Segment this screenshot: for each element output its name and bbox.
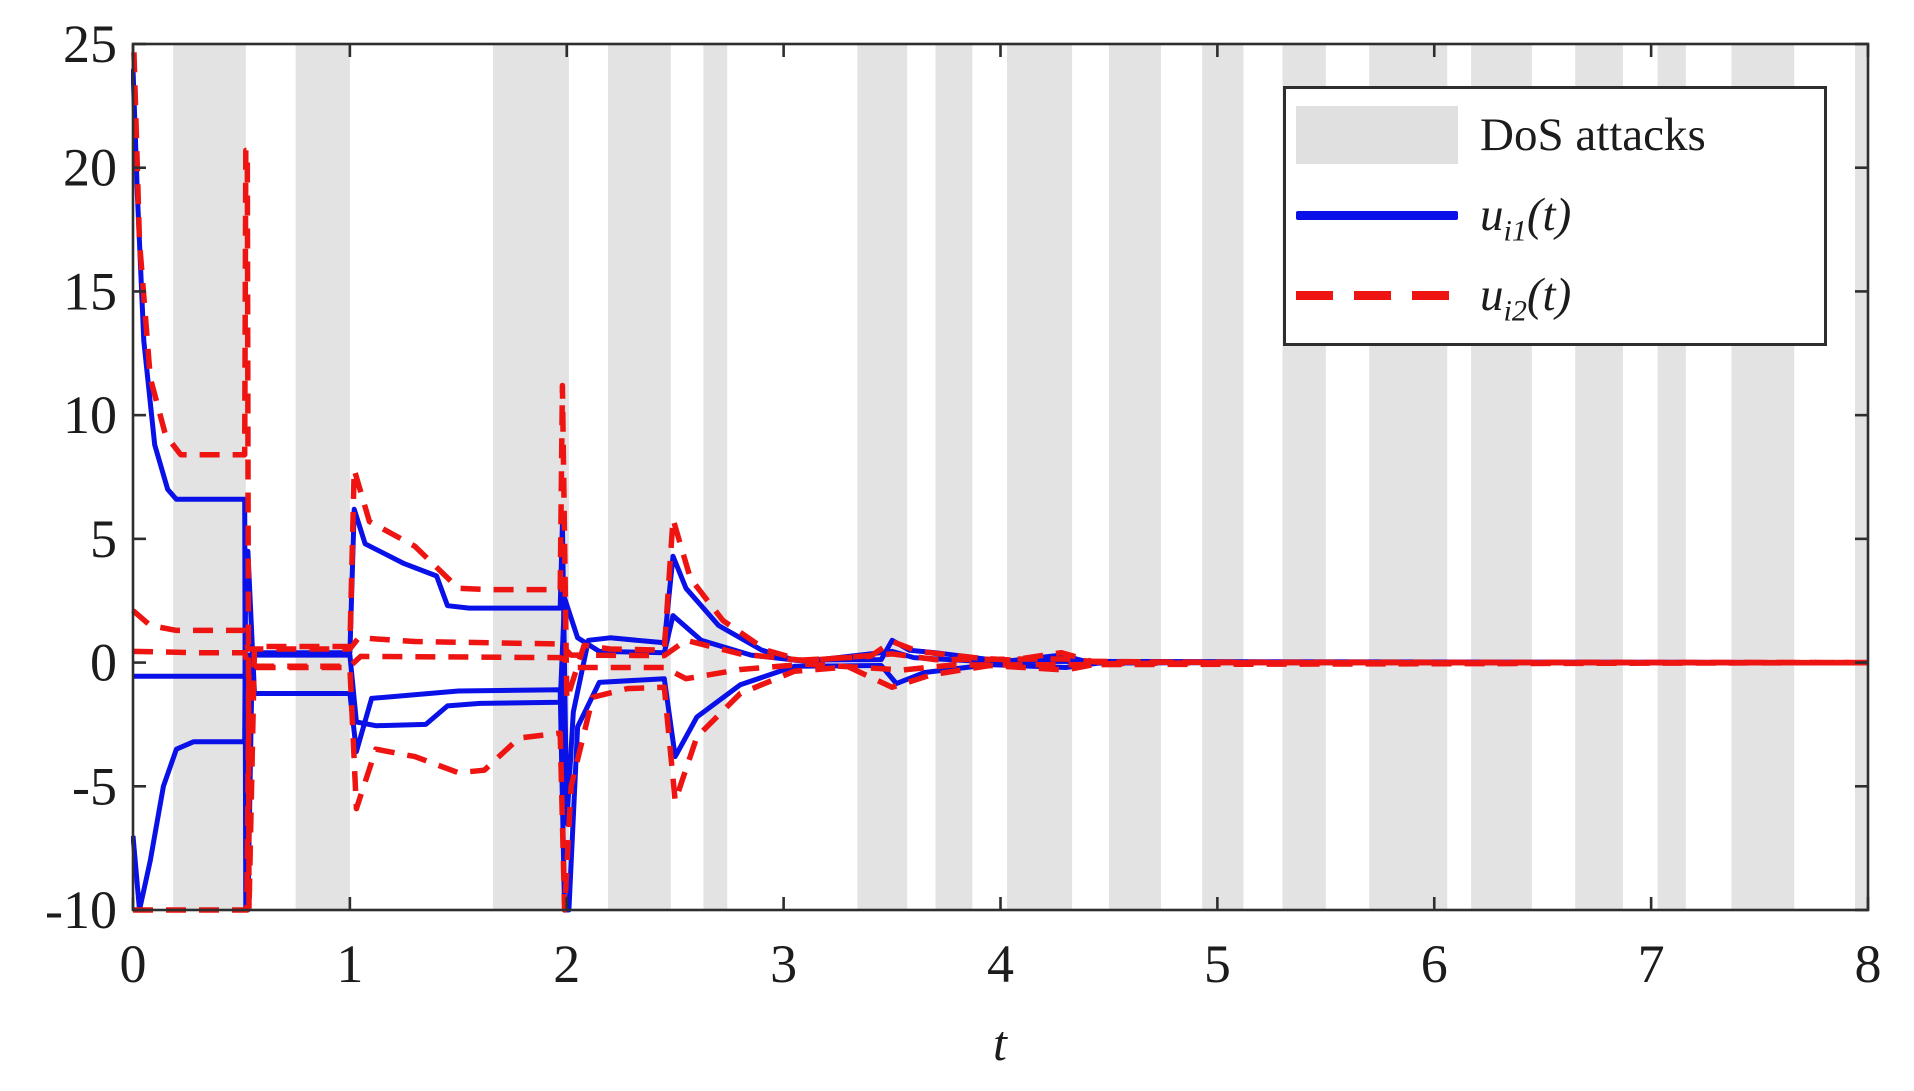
- dos-attack-band: [493, 44, 569, 910]
- legend-swatch-col: [1286, 106, 1468, 164]
- red-dashed-line-swatch-icon: [1296, 290, 1458, 300]
- u2-curve: [133, 659, 1868, 913]
- y-tick-label: 15: [63, 261, 117, 321]
- legend-u1-args: (t): [1526, 188, 1572, 241]
- legend-label-dos-attacks: DoS attacks: [1480, 108, 1706, 161]
- y-tick-label: 0: [90, 633, 117, 693]
- y-tick-label: 20: [63, 138, 117, 198]
- dos-attack-band: [703, 44, 728, 910]
- x-tick-label: 5: [1204, 934, 1231, 994]
- dos-attack-band: [295, 44, 350, 910]
- x-tick-label: 7: [1638, 934, 1665, 994]
- dos-attack-band: [857, 44, 908, 910]
- y-tick-label: -5: [72, 756, 117, 816]
- dos-attack-band: [1108, 44, 1161, 910]
- blue-solid-line-swatch-icon: [1296, 210, 1458, 220]
- legend-swatch-col: [1286, 290, 1468, 300]
- y-tick-label: 25: [63, 14, 117, 74]
- y-tick-label: 10: [63, 385, 117, 445]
- u2-curve: [132, 648, 1869, 682]
- x-tick-label: 1: [336, 934, 363, 994]
- dos-attack-band: [935, 44, 973, 910]
- x-tick-label: 3: [770, 934, 797, 994]
- u2-curve: [131, 41, 1868, 913]
- dos-attack-band: [1202, 44, 1244, 910]
- legend-label-u2: ui2(t): [1480, 268, 1572, 325]
- legend-entry-dos-attacks: DoS attacks: [1286, 95, 1824, 175]
- legend-u1-sub: i1: [1503, 212, 1527, 247]
- dos-attack-band: [173, 44, 246, 910]
- y-tick-label: -10: [45, 880, 117, 940]
- legend: DoS attacks ui1(t) ui2(t): [1283, 86, 1827, 346]
- x-axis-label: t: [993, 1015, 1007, 1071]
- legend-swatch-col: [1286, 210, 1468, 220]
- legend-label-u1: ui1(t): [1480, 188, 1572, 245]
- legend-u2-var: u: [1480, 268, 1504, 321]
- dos-attack-band: [1007, 44, 1073, 910]
- legend-entry-u1: ui1(t): [1286, 175, 1824, 255]
- legend-entry-u2: ui2(t): [1286, 255, 1824, 335]
- x-tick-label: 6: [1421, 934, 1448, 994]
- x-tick-label: 0: [120, 934, 147, 994]
- x-tick-label: 4: [987, 934, 1014, 994]
- dos-attack-band: [607, 44, 671, 910]
- u2-curve: [131, 608, 1869, 666]
- dos-attacks-swatch-icon: [1296, 106, 1458, 164]
- y-tick-label: 5: [90, 509, 117, 569]
- x-tick-label: 2: [553, 934, 580, 994]
- dos-attack-band: [1854, 44, 1868, 910]
- legend-u2-args: (t): [1526, 268, 1572, 321]
- legend-u2-sub: i2: [1503, 292, 1527, 327]
- legend-u1-var: u: [1480, 188, 1504, 241]
- x-tick-label: 8: [1855, 934, 1882, 994]
